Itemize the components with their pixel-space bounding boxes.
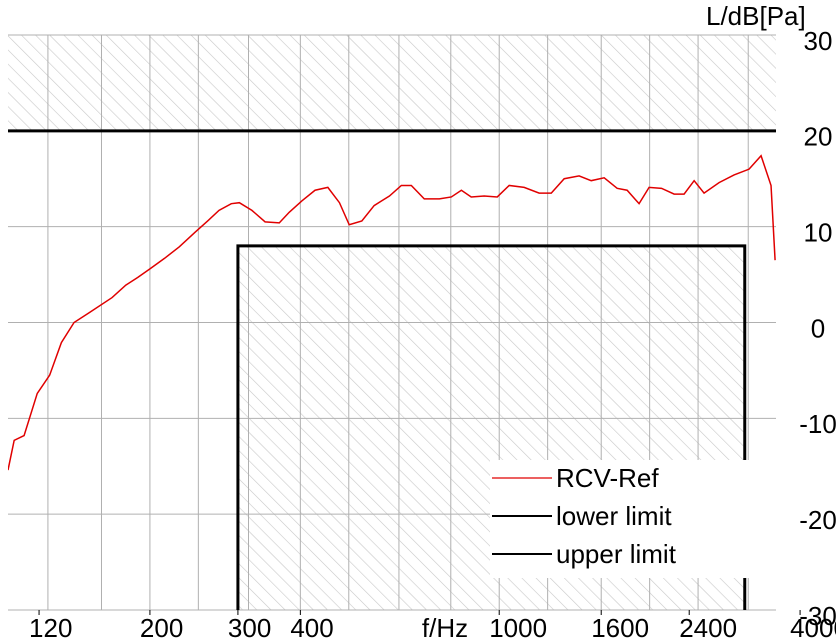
x-tick-label: 300	[228, 613, 271, 643]
x-tick-label: 200	[140, 613, 183, 643]
x-tick-label: 1000	[489, 613, 547, 643]
y-tick-label: 20	[804, 122, 833, 152]
y-tick-label: 30	[804, 26, 833, 56]
legend-label: lower limit	[556, 501, 672, 531]
y-tick-label: 10	[804, 218, 833, 248]
y-tick-label: -10	[799, 409, 836, 439]
x-tick-label: 400	[290, 613, 333, 643]
legend: RCV-Ref lower limit upper limit	[490, 460, 776, 578]
series-line	[8, 154, 776, 471]
legend-label: RCV-Ref	[556, 463, 659, 493]
x-axis-label: f/Hz	[422, 613, 468, 643]
hatch-region	[8, 35, 776, 131]
legend-box	[490, 460, 776, 578]
x-tick-label: 4000	[790, 613, 836, 643]
x-tick-label: 1600	[591, 613, 649, 643]
y-tick-label: -30	[799, 601, 836, 631]
y-tick-label: 0	[811, 313, 825, 343]
series-line	[236, 244, 747, 610]
text-layer: L/dB[Pa] 30 20 10 0 -10 -20 -30 120 200 300 400 100…	[29, 1, 836, 643]
y-axis-label: L/dB[Pa]	[706, 1, 806, 31]
x-tick-label: 120	[29, 613, 72, 643]
legend-label: upper limit	[556, 539, 677, 569]
x-tick-label: 2400	[679, 613, 737, 643]
y-tick-label: -20	[799, 505, 836, 535]
line-layer	[8, 129, 776, 610]
